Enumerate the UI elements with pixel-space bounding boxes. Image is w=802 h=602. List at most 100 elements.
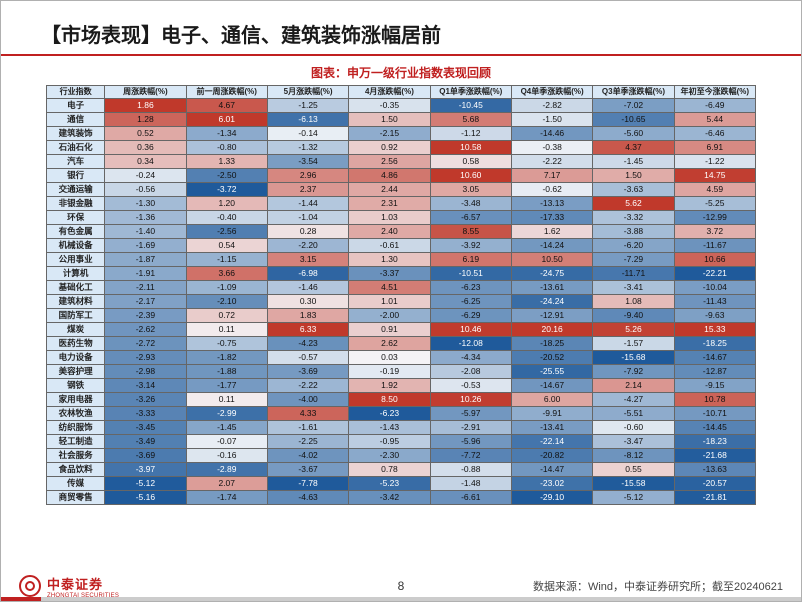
table-row: 建筑装饰0.52-1.34-0.14-2.15-1.12-14.46-5.60-… xyxy=(47,126,756,140)
cell: -18.23 xyxy=(674,434,755,448)
cell: 5.26 xyxy=(593,322,674,336)
cell: -7.72 xyxy=(430,448,511,462)
col-header: 前一周涨跌幅(%) xyxy=(186,86,267,99)
cell: 0.11 xyxy=(186,322,267,336)
cell: 2.40 xyxy=(349,224,430,238)
cell: -5.60 xyxy=(593,126,674,140)
cell: -6.23 xyxy=(349,406,430,420)
cell: -0.88 xyxy=(430,462,511,476)
cell: 10.58 xyxy=(430,140,511,154)
cell: -23.02 xyxy=(511,476,592,490)
cell: -2.99 xyxy=(186,406,267,420)
cell: -5.16 xyxy=(105,490,186,504)
table-row: 纺织服饰-3.45-1.45-1.61-1.43-2.91-13.41-0.60… xyxy=(47,420,756,434)
cell: -1.09 xyxy=(186,280,267,294)
table-row: 传媒-5.122.07-7.78-5.23-1.48-23.02-15.58-2… xyxy=(47,476,756,490)
cell: -2.91 xyxy=(430,420,511,434)
row-name: 食品饮料 xyxy=(47,462,105,476)
cell: 0.58 xyxy=(430,154,511,168)
cell: -1.15 xyxy=(186,252,267,266)
cell: -0.35 xyxy=(349,98,430,112)
cell: -1.57 xyxy=(593,336,674,350)
cell: 6.01 xyxy=(186,112,267,126)
cell: -2.25 xyxy=(267,434,348,448)
cell: -11.67 xyxy=(674,238,755,252)
cell: -3.67 xyxy=(267,462,348,476)
cell: 2.31 xyxy=(349,196,430,210)
cell: -3.33 xyxy=(105,406,186,420)
cell: -3.49 xyxy=(105,434,186,448)
cell: -3.32 xyxy=(593,210,674,224)
cell: -6.98 xyxy=(267,266,348,280)
cell: -6.61 xyxy=(430,490,511,504)
cell: -6.57 xyxy=(430,210,511,224)
row-name: 通信 xyxy=(47,112,105,126)
cell: -2.82 xyxy=(511,98,592,112)
cell: 0.72 xyxy=(186,308,267,322)
cell: -1.88 xyxy=(186,364,267,378)
cell: -0.56 xyxy=(105,182,186,196)
cell: 10.78 xyxy=(674,392,755,406)
row-name: 社会服务 xyxy=(47,448,105,462)
cell: -3.97 xyxy=(105,462,186,476)
cell: -0.80 xyxy=(186,140,267,154)
cell: 6.00 xyxy=(511,392,592,406)
row-name: 有色金属 xyxy=(47,224,105,238)
cell: 4.33 xyxy=(267,406,348,420)
cell: 10.46 xyxy=(430,322,511,336)
cell: -4.27 xyxy=(593,392,674,406)
cell: -3.63 xyxy=(593,182,674,196)
cell: -1.48 xyxy=(430,476,511,490)
cell: 0.03 xyxy=(349,350,430,364)
cell: 2.37 xyxy=(267,182,348,196)
cell: 5.44 xyxy=(674,112,755,126)
cell: -22.14 xyxy=(511,434,592,448)
cell: -15.58 xyxy=(593,476,674,490)
cell: 4.86 xyxy=(349,168,430,182)
cell: -0.16 xyxy=(186,448,267,462)
cell: -9.91 xyxy=(511,406,592,420)
cell: -3.42 xyxy=(349,490,430,504)
cell: -1.69 xyxy=(105,238,186,252)
cell: -0.14 xyxy=(267,126,348,140)
cell: -1.82 xyxy=(186,350,267,364)
cell: -9.15 xyxy=(674,378,755,392)
cell: -2.72 xyxy=(105,336,186,350)
cell: -10.71 xyxy=(674,406,755,420)
performance-table: 行业指数周涨跌幅(%)前一周涨跌幅(%)5月涨跌幅(%)4月涨跌幅(%)Q1单季… xyxy=(46,85,756,505)
cell: -13.41 xyxy=(511,420,592,434)
table-row: 汽车0.341.33-3.542.560.58-2.22-1.45-1.22 xyxy=(47,154,756,168)
cell: -1.04 xyxy=(267,210,348,224)
cell: -2.10 xyxy=(186,294,267,308)
cell: -6.20 xyxy=(593,238,674,252)
cell: 1.92 xyxy=(349,378,430,392)
row-name: 商贸零售 xyxy=(47,490,105,504)
table-row: 家用电器-3.260.11-4.008.5010.266.00-4.2710.7… xyxy=(47,392,756,406)
cell: 2.56 xyxy=(349,154,430,168)
cell: -25.55 xyxy=(511,364,592,378)
table-row: 通信1.286.01-6.131.505.68-1.50-10.655.44 xyxy=(47,112,756,126)
cell: -21.68 xyxy=(674,448,755,462)
table-row: 计算机-1.913.66-6.98-3.37-10.51-24.75-11.71… xyxy=(47,266,756,280)
cell: -3.72 xyxy=(186,182,267,196)
cell: -12.91 xyxy=(511,308,592,322)
cell: -1.34 xyxy=(186,126,267,140)
col-header: Q3单季涨跌幅(%) xyxy=(593,86,674,99)
cell: -3.69 xyxy=(267,364,348,378)
cell: -5.96 xyxy=(430,434,511,448)
cell: -15.68 xyxy=(593,350,674,364)
row-name: 纺织服饰 xyxy=(47,420,105,434)
cell: 3.66 xyxy=(186,266,267,280)
cell: 0.91 xyxy=(349,322,430,336)
chart-caption: 图表：申万一级行业指数表现回顾 xyxy=(1,64,801,81)
cell: 0.36 xyxy=(105,140,186,154)
cell: -9.63 xyxy=(674,308,755,322)
cell: -1.40 xyxy=(105,224,186,238)
cell: -7.92 xyxy=(593,364,674,378)
cell: -2.15 xyxy=(349,126,430,140)
cell: -29.10 xyxy=(511,490,592,504)
cell: 10.26 xyxy=(430,392,511,406)
cell: -6.29 xyxy=(430,308,511,322)
cell: 3.15 xyxy=(267,252,348,266)
cell: -2.93 xyxy=(105,350,186,364)
